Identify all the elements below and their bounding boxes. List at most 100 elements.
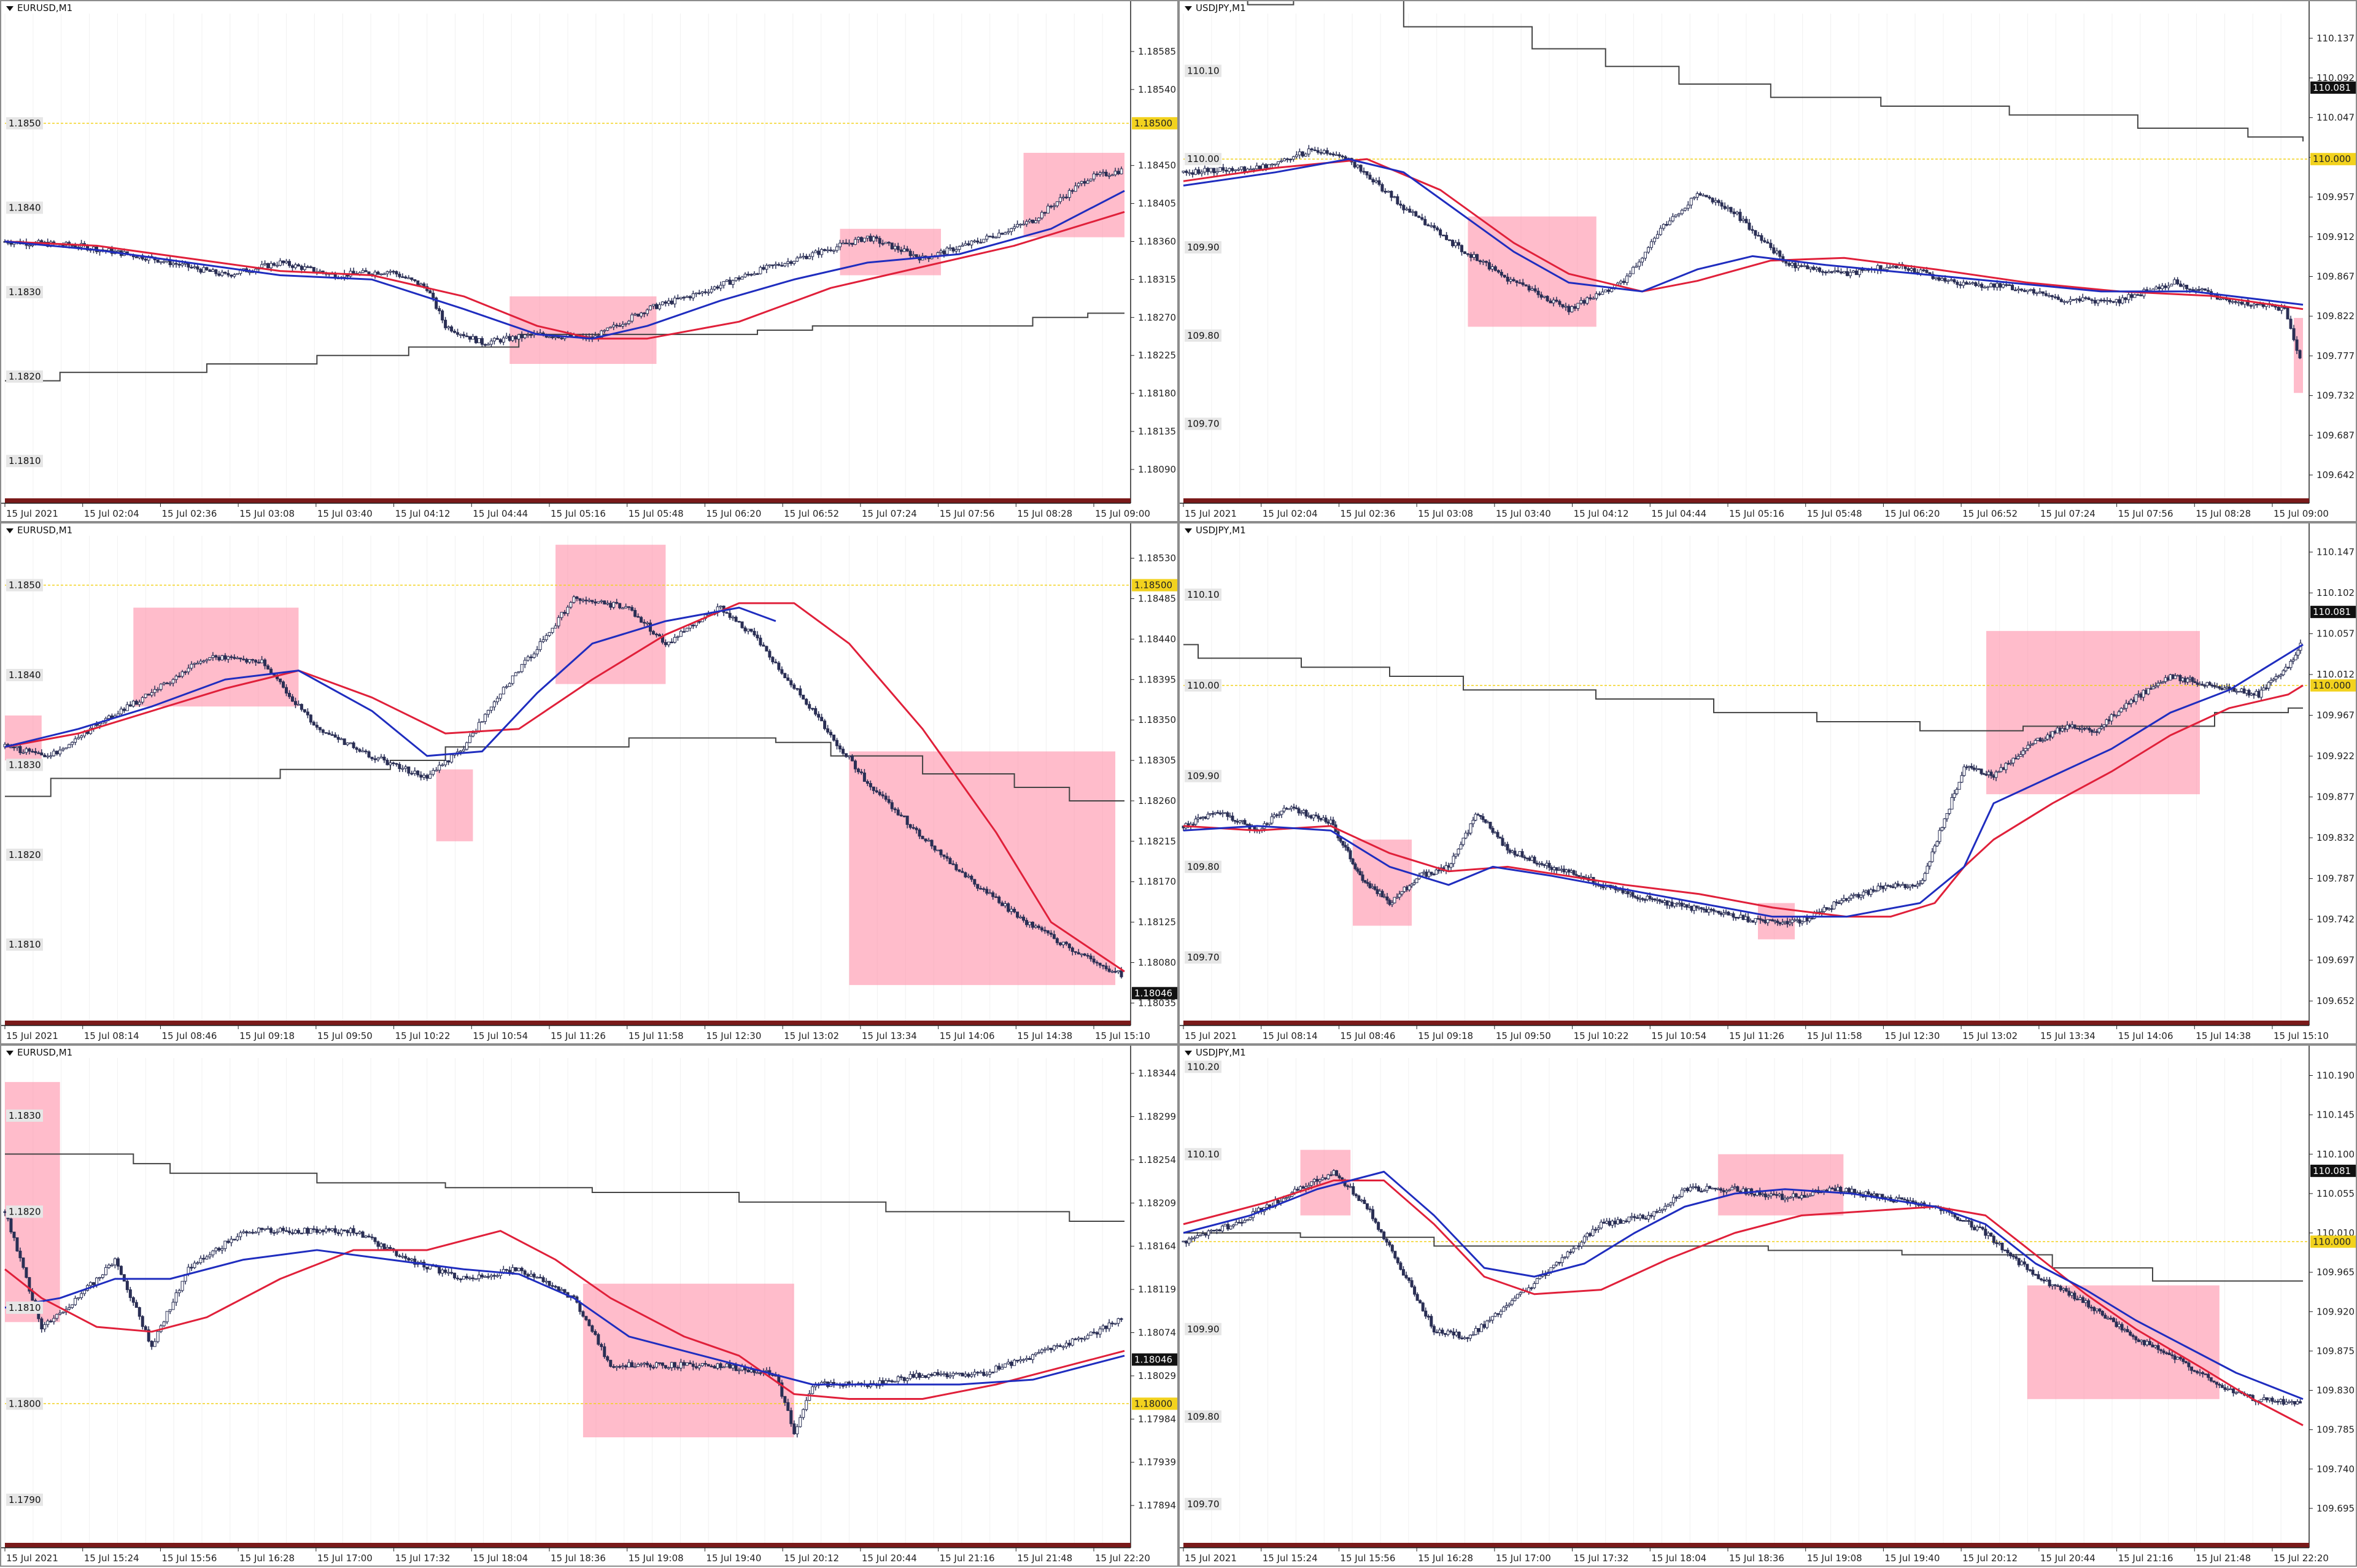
candle-body <box>1717 1189 1719 1190</box>
candle-body <box>212 270 214 272</box>
candle-body <box>2262 304 2264 307</box>
candle-body <box>866 236 869 238</box>
candle-body <box>2267 682 2270 688</box>
candle-body <box>1511 1300 1513 1304</box>
collapse-triangle-icon[interactable] <box>6 528 14 533</box>
candle-body <box>637 616 640 617</box>
candle-body <box>2289 319 2292 328</box>
candle-body <box>2037 738 2039 741</box>
candle-body <box>227 1241 230 1243</box>
candle-body <box>1415 879 1418 882</box>
candle-body <box>2113 714 2115 716</box>
candle-body <box>692 1364 694 1367</box>
candle-body <box>291 1233 293 1234</box>
collapse-triangle-icon[interactable] <box>6 1051 14 1056</box>
candle-body <box>505 336 508 338</box>
candle-body <box>1840 1187 1842 1192</box>
candle-body <box>1541 863 1543 865</box>
candle-body <box>1013 909 1016 912</box>
candle-body <box>1377 1222 1380 1230</box>
candle-body <box>469 336 471 339</box>
candle-body <box>306 267 309 268</box>
candle-body <box>1381 891 1384 897</box>
candle-body <box>1558 1262 1561 1264</box>
chart-panel-p2[interactable]: 110.137110.092110.047110.002109.957109.9… <box>1178 0 2357 522</box>
chart-symbol-label: USDJPY,M1 <box>1196 525 1246 536</box>
candle-body <box>692 294 694 298</box>
candle-body <box>1651 898 1654 900</box>
candle-body <box>1329 1175 1332 1176</box>
candle-body <box>732 1365 734 1369</box>
candle-body <box>1582 876 1585 878</box>
candle-body <box>331 735 333 736</box>
candle-body <box>1796 920 1798 921</box>
candle-body <box>279 261 282 265</box>
candle-body <box>429 291 432 293</box>
candle-body <box>2204 686 2206 687</box>
candle-body <box>505 687 508 688</box>
candle-body <box>1196 1235 1199 1237</box>
candle-body <box>2137 694 2140 695</box>
candle-body <box>1709 1186 1711 1188</box>
candle-body <box>1185 1241 1188 1243</box>
time-tick-label: 15 Jul 08:28 <box>1017 508 1072 519</box>
candle-body <box>521 334 523 338</box>
candle-body <box>1673 903 1676 906</box>
candle-body <box>175 1293 177 1302</box>
candle-body <box>230 275 233 276</box>
collapse-triangle-icon[interactable] <box>1185 528 1192 533</box>
candle-body <box>802 256 805 257</box>
candle-body <box>536 1277 538 1278</box>
collapse-triangle-icon[interactable] <box>6 6 14 11</box>
candle-body <box>1764 1194 1767 1197</box>
candle-body <box>2274 306 2277 307</box>
candle-body <box>765 1370 768 1372</box>
candle-body <box>756 274 759 275</box>
candle-body <box>921 1375 924 1377</box>
candle-body <box>508 336 511 341</box>
price-tick-label: 1.17984 <box>1138 1413 1176 1424</box>
candle-body <box>551 1286 554 1287</box>
candle-body <box>484 344 486 346</box>
candle-body <box>1310 1182 1313 1186</box>
candle-body <box>2044 739 2046 740</box>
candle-body <box>1549 301 1552 303</box>
candle-body <box>2253 304 2255 305</box>
candle-body <box>628 606 630 608</box>
candle-body <box>377 272 379 274</box>
session-strip <box>5 498 1131 503</box>
candle-body <box>1004 1364 1007 1367</box>
candle-body <box>1953 794 1956 797</box>
candle-body <box>1742 219 1744 220</box>
price-tick-label: 1.18585 <box>1138 46 1176 57</box>
candle-body <box>2272 679 2275 681</box>
candle-body <box>1430 1316 1433 1326</box>
candle-body <box>1234 170 1237 171</box>
candle-body <box>1975 282 1977 285</box>
chart-title: EURUSD,M1 <box>6 1047 72 1058</box>
candle-body <box>1700 908 1703 909</box>
supply-demand-zone <box>555 545 665 684</box>
candle-body <box>676 1367 679 1369</box>
candle-body <box>246 659 248 662</box>
candle-body <box>1234 821 1236 822</box>
candle-body <box>1947 280 1949 282</box>
candle-body <box>377 758 379 760</box>
candle-body <box>1093 1332 1095 1334</box>
candle-body <box>77 738 80 739</box>
time-tick-label: 15 Jul 12:30 <box>1884 1030 1940 1041</box>
candle-body <box>1525 285 1527 286</box>
candle-body <box>447 1272 450 1273</box>
candle-body <box>1968 767 1970 768</box>
candle-body <box>888 242 890 244</box>
time-tick-label: 15 Jul 20:12 <box>784 1553 839 1564</box>
candle-body <box>1461 1338 1463 1339</box>
collapse-triangle-icon[interactable] <box>1185 6 1192 11</box>
candle-body <box>2081 298 2084 301</box>
candle-body <box>1632 268 1635 274</box>
